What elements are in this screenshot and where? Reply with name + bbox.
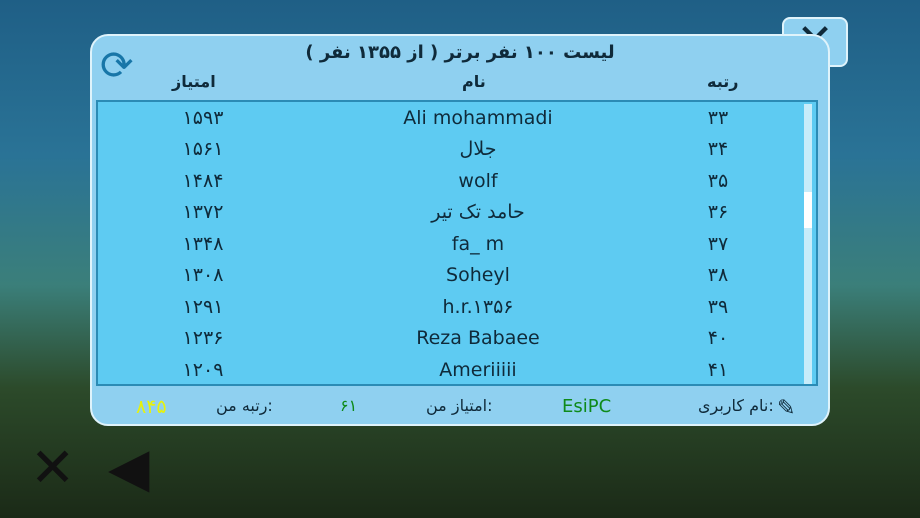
sound-icon[interactable]: ◀: [108, 436, 150, 499]
edit-icon[interactable]: ✎: [777, 396, 796, 421]
row-rank: ۴۰: [707, 327, 729, 350]
row-score: ۱۳۷۲: [182, 201, 224, 224]
row-rank: ۳۶: [707, 201, 729, 224]
header-rank: رتبه: [707, 72, 739, 91]
table-row[interactable]: ۱۳۰۸ Soheyl ۳۸: [98, 260, 816, 292]
row-name: Ameriiiii: [439, 358, 517, 381]
row-name: wolf: [458, 169, 498, 192]
row-name: h.r.۱۳۵۶: [442, 295, 514, 318]
row-rank: ۳۴: [707, 138, 729, 161]
row-rank: ۳۷: [707, 232, 729, 255]
row-score: ۱۳۴۸: [182, 232, 224, 255]
exit-icon[interactable]: ✕: [30, 436, 76, 499]
scrollbar-thumb[interactable]: [804, 192, 812, 228]
row-score: ۱۵۶۱: [182, 138, 224, 161]
row-name: fa_ m: [451, 232, 505, 255]
row-score: ۱۳۰۸: [182, 264, 224, 287]
header-score: امتیاز: [172, 72, 216, 91]
table-row[interactable]: ۱۴۸۴ wolf ۳۵: [98, 165, 816, 197]
leaderboard-panel: ⟳ لیست ۱۰۰ نفر برتر ( از ۱۳۵۵ نفر ) امتی…: [90, 34, 830, 426]
table-row[interactable]: ۱۳۷۲ حامد تک تیر ۳۶: [98, 197, 816, 229]
my-score-label: امتیاز من:: [426, 396, 493, 415]
row-rank: ۴۱: [707, 358, 729, 381]
row-score: ۱۲۹۱: [182, 295, 224, 318]
row-name: حامد تک تیر: [431, 201, 525, 224]
row-score: ۱۲۳۶: [182, 327, 224, 350]
row-name: جلال: [459, 138, 497, 161]
row-score: ۱۲۰۹: [182, 358, 224, 381]
footer: ✎ نام کاربری: EsiPC امتیاز من: ۶۱ رتبه م…: [92, 392, 828, 422]
my-score: ۶۱: [340, 396, 358, 415]
row-name: Reza Babaee: [416, 327, 540, 350]
table-row[interactable]: ۱۵۶۱ جلال ۳۴: [98, 134, 816, 166]
table-row[interactable]: ۱۲۹۱ h.r.۱۳۵۶ ۳۹: [98, 291, 816, 323]
row-name: Ali mohammadi: [403, 106, 553, 129]
table-row[interactable]: ۱۲۳۶ Reza Babaee ۴۰: [98, 323, 816, 355]
table-row[interactable]: ۱۳۴۸ fa_ m ۳۷: [98, 228, 816, 260]
table-row[interactable]: ۱۵۹۳ Ali mohammadi ۳۳: [98, 102, 816, 134]
my-rank-label: رتبه من:: [216, 396, 273, 415]
scrollbar[interactable]: [804, 104, 812, 384]
leaderboard-list[interactable]: ۱۵۹۳ Ali mohammadi ۳۳ ۱۵۶۱ جلال ۳۴ ۱۴۸۴ wolf ۳۵ ۱…: [96, 100, 818, 386]
table-row[interactable]: ۱۲۰۹ Ameriiiii ۴۱: [98, 354, 816, 384]
row-rank: ۳۸: [707, 264, 729, 287]
page-title: لیست ۱۰۰ نفر برتر ( از ۱۳۵۵ نفر ): [305, 42, 615, 63]
row-name: Soheyl: [446, 264, 510, 287]
row-score: ۱۴۸۴: [182, 169, 224, 192]
header-name: نام: [462, 72, 486, 91]
row-rank: ۳۳: [707, 106, 729, 129]
row-rank: ۳۵: [707, 169, 729, 192]
username: EsiPC: [562, 396, 612, 417]
username-label: نام کاربری:: [698, 396, 774, 415]
row-score: ۱۵۹۳: [182, 106, 224, 129]
my-rank: ۸۴۵: [136, 396, 167, 418]
refresh-icon[interactable]: ⟳: [100, 43, 134, 89]
row-rank: ۳۹: [707, 295, 729, 318]
